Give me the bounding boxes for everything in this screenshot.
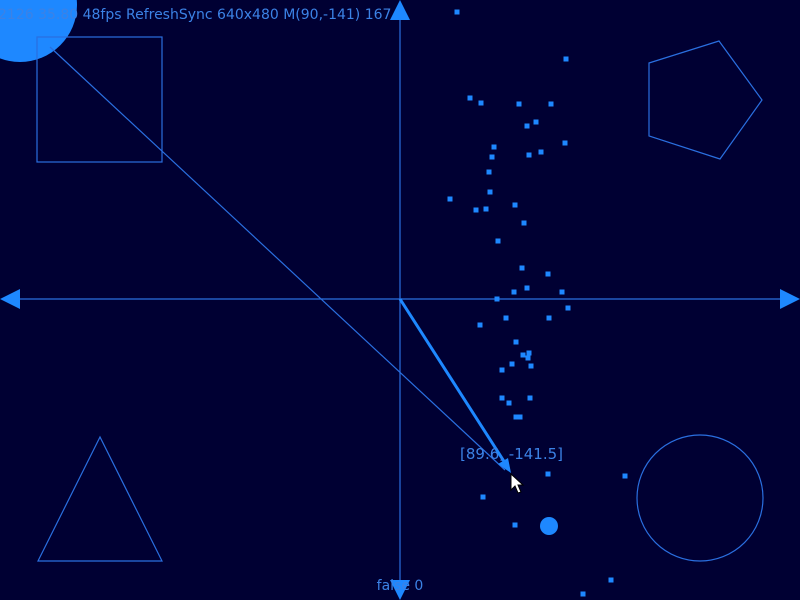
hud-footer: false 0 [376,578,424,594]
triangle-shape [37,435,163,562]
particle [512,202,518,208]
particle [521,220,527,226]
particle [580,591,586,597]
particle [491,144,497,150]
particle [513,339,519,345]
particle [524,285,530,291]
particle [499,367,505,373]
particle [563,56,569,62]
pointer-coordinates: [89.6, -141.5] [460,445,563,463]
particle [477,322,483,328]
particle [467,95,473,101]
particle [533,119,539,125]
particle [562,140,568,146]
x-axis-left-arrow-icon [0,289,20,309]
pointer-vector-arrowhead-icon [498,458,511,473]
particle [454,9,460,15]
particle [499,395,505,401]
particle [511,289,517,295]
hud-stats: 2126 35.80 48fps RefreshSync 640x480 M(9… [0,7,392,23]
particle [516,101,522,107]
big-corner-circle [0,0,77,62]
particle [559,289,565,295]
particle [486,169,492,175]
particle [519,265,525,271]
particle [548,101,554,107]
particle [494,296,500,302]
particle [506,400,512,406]
particle [483,206,489,212]
particle [495,238,501,244]
particle [622,473,628,479]
particle [545,271,551,277]
particle [512,522,518,528]
particle-field [447,9,628,597]
square-shape [36,36,163,163]
particle [517,414,523,420]
particle [520,352,526,358]
particle [473,207,479,213]
particle [526,350,532,356]
particle [487,189,493,195]
x-axis-right-arrow-icon [780,289,800,309]
particle [526,152,532,158]
particle [525,355,531,361]
circle-shape [636,434,764,562]
particle [538,149,544,155]
particle [503,315,509,321]
particle [545,471,551,477]
particle [480,494,486,500]
particle [489,154,495,160]
particle [546,315,552,321]
corner-to-pointer-line [49,46,506,471]
particle [478,100,484,106]
particle [524,123,530,129]
particle [509,361,515,367]
pointer-vector [398,298,509,467]
mouse-pointer-icon [510,473,525,494]
particle [608,577,614,583]
particle [565,305,571,311]
y-axis-top-arrow-icon [390,0,410,20]
particle [447,196,453,202]
pentagon-shape [648,40,763,160]
small-filled-dot [540,517,558,535]
y-axis-bottom-arrow-icon [390,580,410,600]
particle [527,395,533,401]
particle [513,414,519,420]
particle [528,363,534,369]
